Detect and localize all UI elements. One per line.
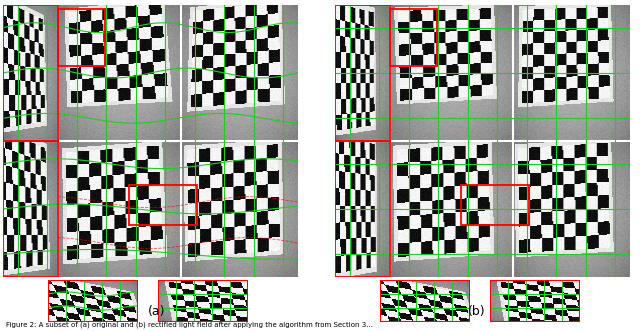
Bar [335, 5, 390, 141]
Text: Figure 2: A subset of (a) original and (b) rectified light field after applying : Figure 2: A subset of (a) original and (… [6, 321, 373, 328]
Bar [3, 5, 58, 141]
Bar [129, 184, 197, 225]
Bar [461, 184, 529, 225]
Bar [335, 141, 390, 277]
Bar [58, 9, 105, 66]
Text: (b): (b) [468, 305, 486, 318]
Text: (a): (a) [148, 305, 166, 318]
Bar [390, 9, 436, 66]
Bar [3, 141, 58, 277]
